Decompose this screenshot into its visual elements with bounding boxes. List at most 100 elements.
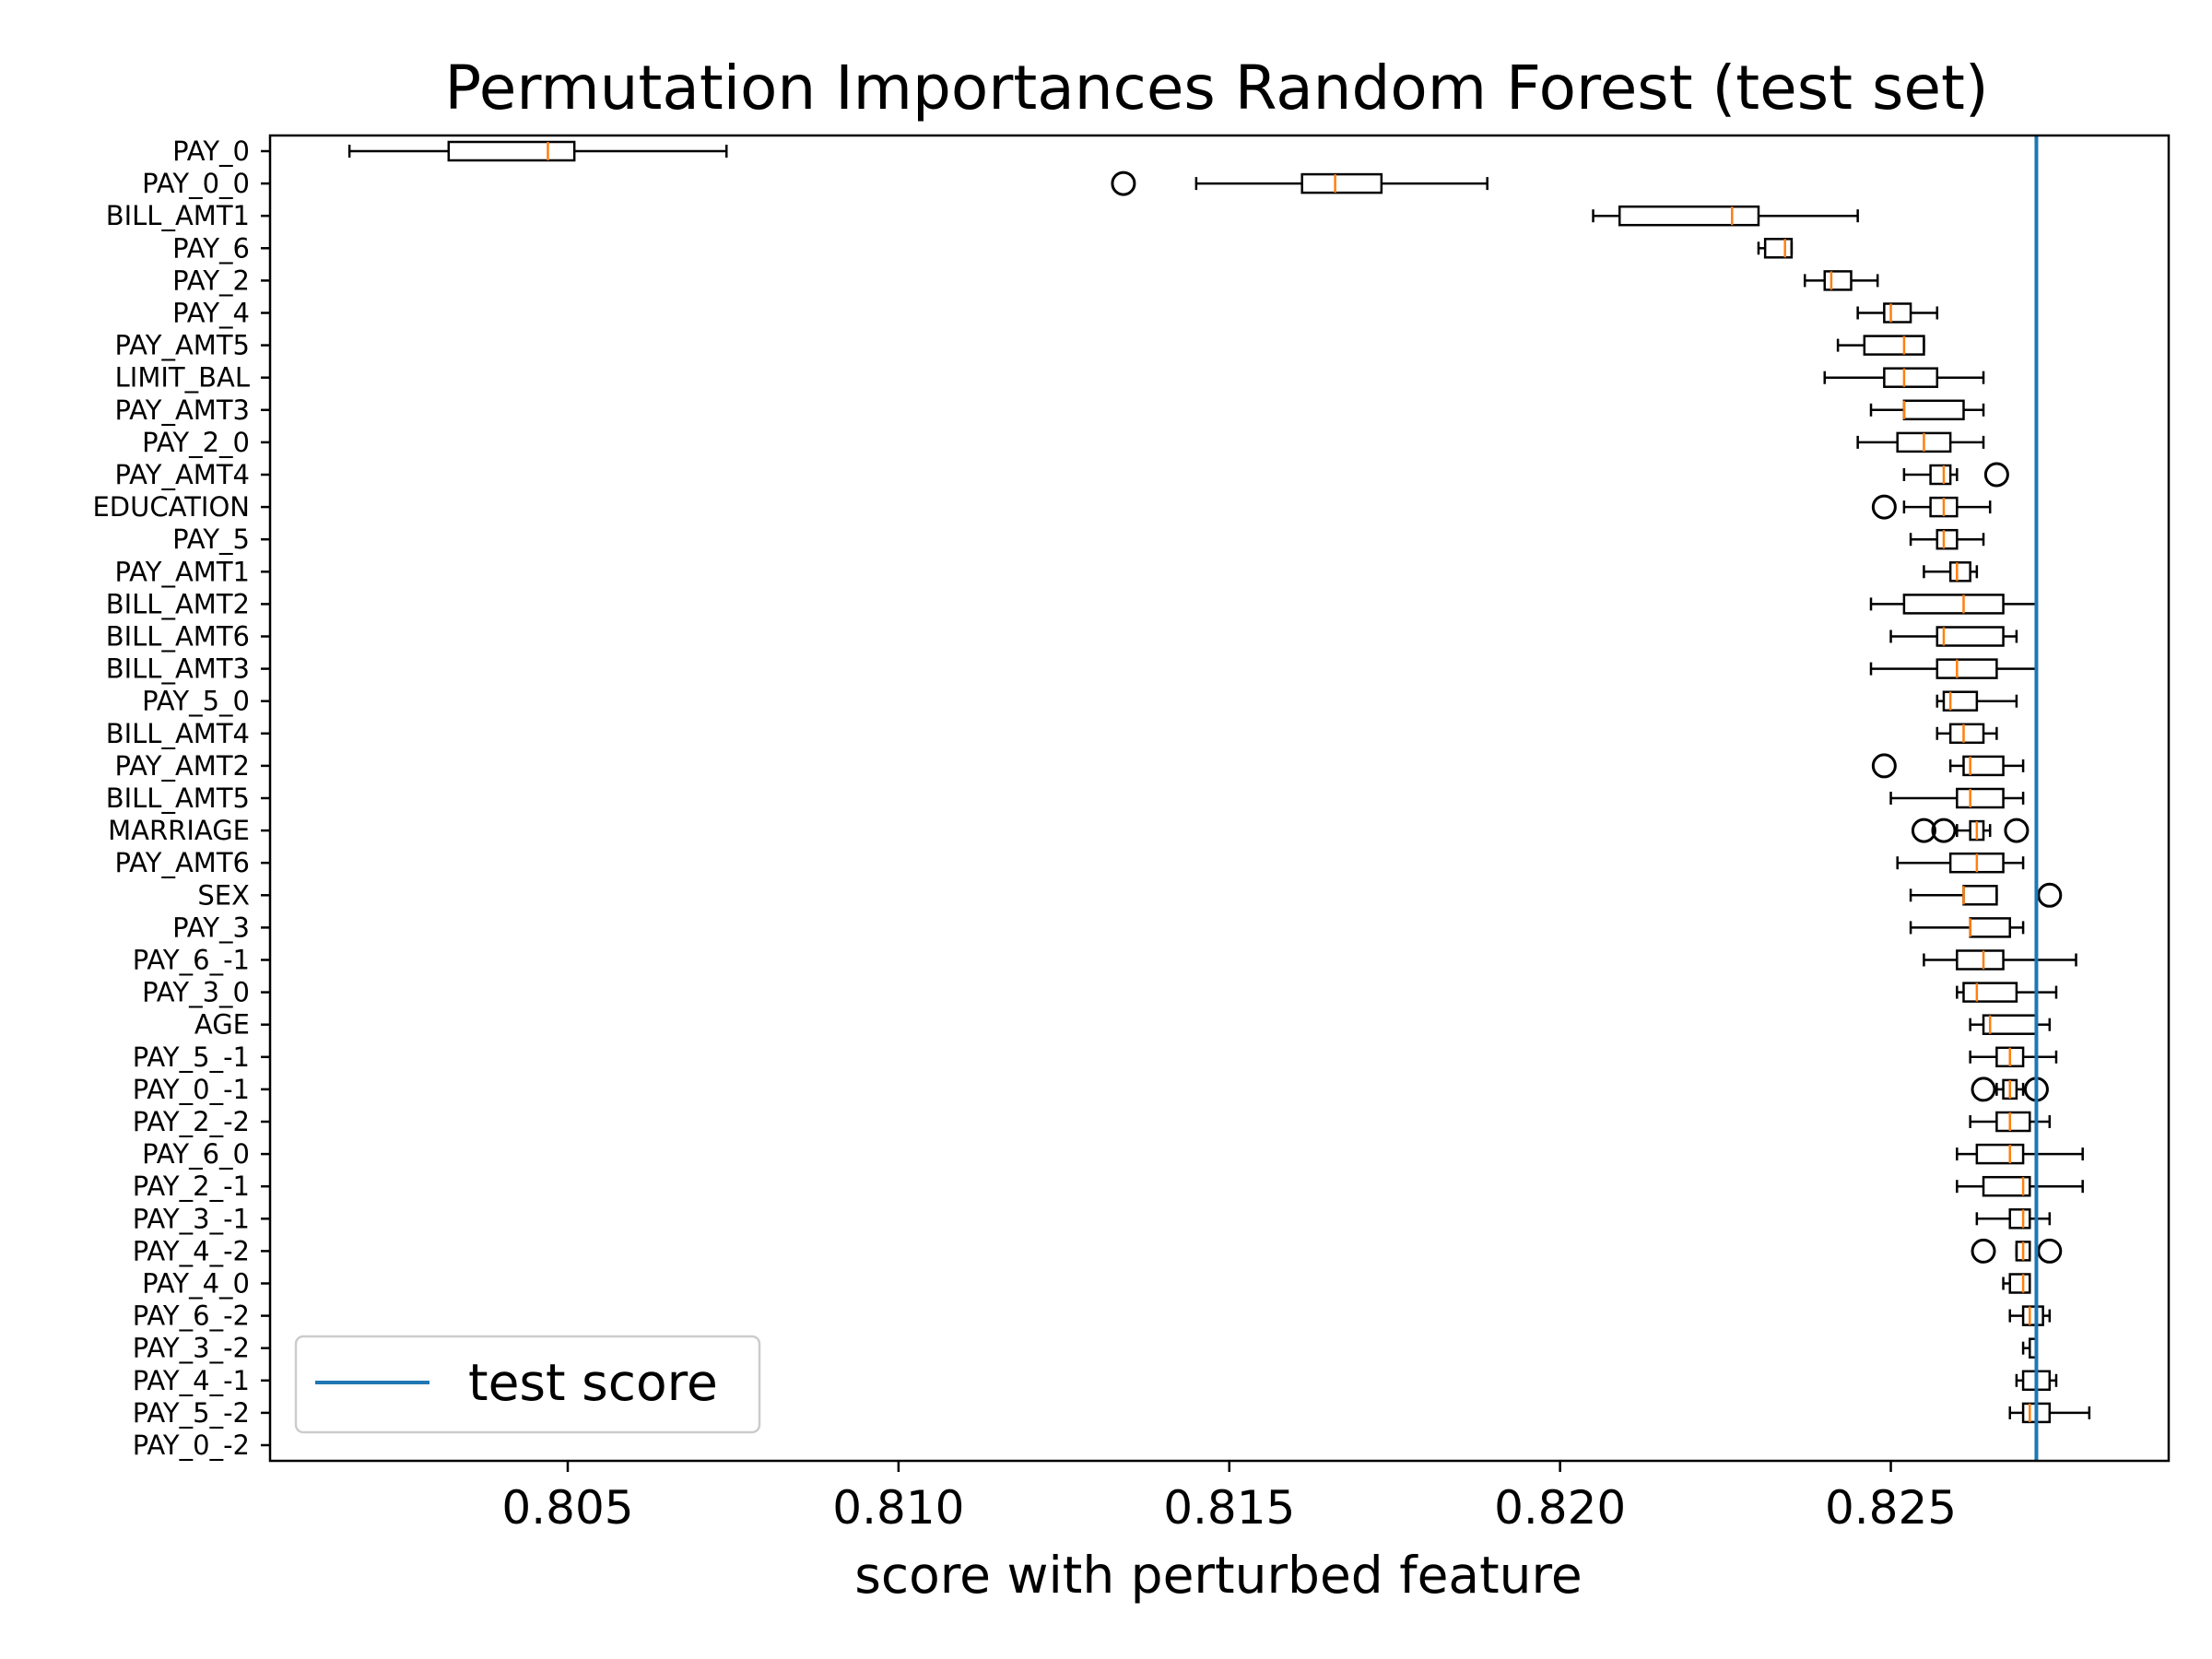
boxplot-pay-0-0 <box>1111 171 1488 196</box>
x-axis-label: score with perturbed feature <box>854 1546 1583 1605</box>
boxplot-pay-amt5 <box>1836 335 1925 356</box>
box <box>1948 723 1985 745</box>
boxplot-bill-amt6 <box>1889 626 2018 647</box>
box <box>1300 172 1383 194</box>
box <box>1956 949 2005 971</box>
boxplot-pay-amt4 <box>1902 462 2009 488</box>
box <box>1936 626 2005 647</box>
y-tick-label: PAY_AMT2 <box>115 750 250 782</box>
y-tick-label: MARRIAGE <box>108 815 250 846</box>
y-tick-label: PAY_4_-1 <box>133 1365 250 1396</box>
box <box>1962 982 2018 1003</box>
y-tick-label: BILL_AMT5 <box>106 782 250 814</box>
boxplot-pay-0--1 <box>1971 1077 2049 1102</box>
outlier-point <box>1983 462 2009 488</box>
box <box>1975 1143 2025 1165</box>
boxplot-pay-3--1 <box>1975 1208 2052 1230</box>
y-tick-label: PAY_4 <box>172 298 250 329</box>
outlier-point <box>1111 171 1136 196</box>
box <box>1982 1175 2031 1197</box>
y-tick-label: PAY_AMT1 <box>115 556 250 587</box>
y-tick-label: PAY_5_-1 <box>133 1041 250 1073</box>
boxplot-pay-6-0 <box>1956 1143 2084 1165</box>
y-axis: PAY_0PAY_0_0BILL_AMT1PAY_6PAY_2PAY_4PAY_… <box>92 135 270 1461</box>
x-axis: 0.805 0.810 0.815 0.820 0.825 <box>501 1461 1957 1535</box>
boxplot-pay-4-0 <box>2002 1273 2031 1294</box>
box <box>1956 787 2005 809</box>
y-tick-label: PAY_0_0 <box>142 168 250 199</box>
y-tick-label: PAY_5_0 <box>142 686 250 717</box>
y-tick-label: PAY_AMT6 <box>115 847 250 878</box>
y-tick-label: PAY_2_0 <box>142 427 250 458</box>
box <box>1883 302 1912 324</box>
y-tick-label: PAY_2_-2 <box>133 1106 250 1137</box>
box <box>1936 658 1998 679</box>
box <box>1962 755 2005 777</box>
boxplot-pay-5--2 <box>2008 1402 2091 1424</box>
y-tick-label: PAY_2 <box>172 265 250 296</box>
boxplot-pay-6--1 <box>1923 949 2077 971</box>
x-tick-label: 0.820 <box>1494 1481 1626 1535</box>
boxplot-pay-6 <box>1757 238 1794 259</box>
boxplot-pay-2--2 <box>1969 1111 2052 1133</box>
box <box>1618 205 1760 227</box>
box <box>1929 464 1952 486</box>
legend[interactable]: test score <box>294 1335 761 1434</box>
boxplot-pay-amt6 <box>1896 852 2025 874</box>
boxplot-pay-2 <box>1803 270 1879 291</box>
box <box>2008 1273 2031 1294</box>
y-tick-label: PAY_5_-2 <box>133 1397 250 1429</box>
boxplot-marriage <box>1911 818 2030 843</box>
y-tick-label: PAY_AMT5 <box>115 330 250 361</box>
box <box>447 140 576 162</box>
box <box>2008 1208 2031 1230</box>
boxplot-pay-5 <box>1909 528 1985 550</box>
box <box>1995 1111 2031 1133</box>
y-tick-label: PAY_3_-1 <box>133 1203 250 1234</box>
box <box>1863 335 1925 356</box>
y-tick-label: PAY_3_0 <box>142 977 250 1008</box>
boxplot-bill-amt5 <box>1889 787 2025 809</box>
y-tick-label: PAY_0_-1 <box>133 1074 250 1105</box>
y-tick-label: BILL_AMT4 <box>106 718 250 749</box>
boxplot-bill-amt4 <box>1936 723 1998 745</box>
box <box>1942 690 1979 712</box>
boxplot-pay-0 <box>347 140 728 162</box>
box <box>1883 367 1939 388</box>
boxplot-pay-2-0 <box>1856 431 1985 453</box>
boxplot-pay-6--2 <box>2008 1305 2052 1326</box>
boxplot-pay-amt3 <box>1869 399 1985 421</box>
boxplot-pay-5-0 <box>1936 690 2018 712</box>
y-tick-label: PAY_6_-1 <box>133 945 250 976</box>
outlier-point <box>1931 818 1957 843</box>
box <box>2021 1305 2044 1326</box>
outlier-point <box>2037 882 2063 908</box>
boxplot-bill-amt1 <box>1592 205 1859 227</box>
boxplot-pay-amt2 <box>1871 753 2025 779</box>
y-tick-label: BILL_AMT1 <box>106 200 250 231</box>
y-tick-label: PAY_6_-2 <box>133 1300 250 1332</box>
y-tick-label: PAY_AMT3 <box>115 394 250 426</box>
outlier-point <box>2004 818 2030 843</box>
plot-area <box>347 140 2091 1456</box>
y-tick-label: PAY_5 <box>172 524 250 555</box>
legend-label: test score <box>468 1353 718 1412</box>
y-tick-label: PAY_0_-2 <box>133 1430 250 1461</box>
y-tick-label: PAY_4_-2 <box>133 1235 250 1266</box>
y-tick-label: PAY_6 <box>172 232 250 264</box>
y-tick-label: PAY_AMT4 <box>115 459 250 490</box>
box <box>1823 270 1853 291</box>
y-tick-label: LIMIT_BAL <box>115 362 250 394</box>
y-tick-label: SEX <box>197 879 250 911</box>
outlier-point <box>1971 1238 1996 1264</box>
x-tick-label: 0.825 <box>1825 1481 1957 1535</box>
y-tick-label: PAY_3 <box>172 912 250 943</box>
outlier-point <box>1871 753 1897 779</box>
boxplot-pay-3-0 <box>1956 982 2058 1003</box>
boxplot-pay-5--1 <box>1969 1046 2058 1068</box>
x-tick-label: 0.815 <box>1163 1481 1295 1535</box>
boxplot-limit-bal <box>1823 367 1985 388</box>
y-tick-label: BILL_AMT2 <box>106 588 250 619</box>
chart-title: Permutation Importances Random Forest (t… <box>444 53 1988 124</box>
box <box>1948 561 1971 582</box>
